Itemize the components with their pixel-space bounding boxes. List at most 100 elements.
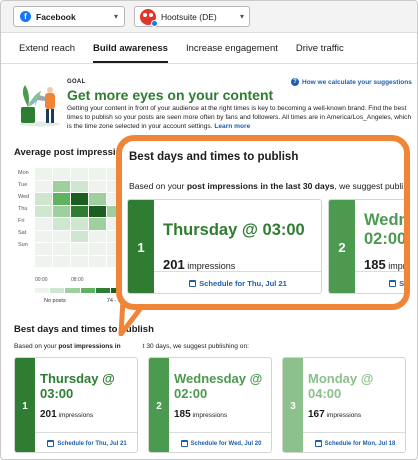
heatmap-cell — [107, 230, 124, 242]
schedule-button[interactable]: Schedule for Thu, Jul 21 — [154, 271, 321, 293]
schedule-button[interactable]: Schedule for Mon, Jul 18 — [303, 432, 405, 452]
card-time: 02:00 — [364, 230, 407, 248]
heatmap-time-label: 08:00 — [71, 277, 84, 283]
heatmap-cell — [53, 230, 70, 242]
schedule-button[interactable]: Schedule for Thu, Jul 21 — [35, 432, 137, 452]
card-day: Thursday @ — [40, 371, 115, 386]
heatmap-time-label: 00:00 — [35, 277, 48, 283]
heatmap-legend-swatch — [95, 288, 110, 293]
heatmap-cell — [107, 243, 124, 255]
best-times-subtitle: Based on your post impressions in t 30 da… — [14, 343, 249, 350]
card-impressions: 201 impressions — [163, 257, 235, 272]
card-time: 03:00 — [40, 386, 74, 401]
how-we-calculate-link[interactable]: ? How we calculate your suggestions — [291, 78, 412, 86]
calendar-icon — [47, 440, 55, 447]
impressions-count: 201 — [163, 257, 185, 272]
heatmap-time-label — [89, 277, 107, 283]
heatmap-cell — [35, 205, 52, 217]
heatmap-cell — [53, 180, 70, 192]
heatmap-cell — [89, 218, 106, 230]
goal-label: GOAL — [67, 79, 86, 85]
card-day-time: Thursday @ 03:00 — [163, 221, 305, 239]
schedule-button-label: Schedule for Wed, Jul 20 — [190, 440, 262, 447]
heatmap-cell — [89, 230, 106, 242]
learn-more-link[interactable]: Learn more — [214, 123, 251, 130]
calendar-icon — [314, 440, 322, 447]
schedule-button-label: Schedule for Wed, Jul 20 — [399, 279, 409, 288]
goal-title: Get more eyes on your content — [67, 87, 274, 103]
card-impressions: 185 impressions — [174, 409, 227, 420]
zoom-subtitle-text: Based on your — [129, 181, 187, 191]
account-select[interactable]: f Facebook ▾ — [13, 6, 125, 27]
heatmap-day-labels: Mon Tue Wed Thu Fri Sat Sun — [18, 167, 30, 251]
heatmap-cell — [107, 205, 124, 217]
heatmap-day-label: Thu — [18, 206, 28, 212]
card-rank: 3 — [283, 358, 303, 452]
schedule-button-label: Schedule for Mon, Jul 18 — [324, 440, 396, 447]
heatmap-cell — [89, 193, 106, 205]
tab-build-awareness[interactable]: Build awareness — [92, 34, 168, 63]
impressions-count: 167 — [308, 409, 325, 420]
heatmap-grid — [35, 168, 125, 268]
heatmap-cell — [71, 168, 88, 180]
tab-drive-traffic[interactable]: Drive traffic — [295, 43, 344, 54]
impressions-word: impressions — [192, 412, 228, 419]
calendar-icon — [189, 280, 197, 287]
heatmap-day-label: Tue — [18, 182, 28, 188]
heatmap-cell — [71, 255, 88, 267]
heatmap-cell — [53, 168, 70, 180]
profile-select[interactable]: Hootsuite (DE) ▾ — [134, 6, 250, 27]
tab-extend-reach[interactable]: Extend reach — [19, 43, 75, 54]
heatmap-cell — [107, 193, 124, 205]
heatmap-cell — [71, 218, 88, 230]
heatmap-cell — [53, 243, 70, 255]
schedule-button[interactable]: Schedule for Wed, Jul 20 — [169, 432, 271, 452]
card-rank: 2 — [149, 358, 169, 452]
chevron-down-icon: ▾ — [113, 12, 118, 21]
card-day: Wednesday @ — [174, 371, 263, 386]
heatmap-cell — [89, 180, 106, 192]
heatmap-cell — [71, 205, 88, 217]
heatmap-cell — [107, 180, 124, 192]
impressions-word: impressions — [388, 261, 410, 271]
best-time-card: 3 Monday @ 04:00 167 impressions Schedul… — [282, 357, 406, 453]
hootsuite-owl-avatar — [140, 8, 158, 27]
best-time-card: 1 Thursday @ 03:00 201 impressions Sched… — [14, 357, 138, 453]
best-times-subtitle-text: t 30 days, we suggest publishing on: — [142, 343, 249, 350]
heatmap-cell — [71, 180, 88, 192]
heatmap-cell — [35, 230, 52, 242]
heatmap-legend-swatch — [65, 288, 80, 293]
impressions-count: 185 — [364, 257, 386, 272]
tab-increase-engagement[interactable]: Increase engagement — [185, 43, 278, 54]
heatmap-legend-low: No posts — [44, 298, 66, 304]
facebook-badge-icon — [151, 19, 158, 27]
heatmap-day-label: Sun — [18, 242, 28, 248]
card-day: Wedn — [364, 211, 409, 229]
zoom-best-times-title: Best days and times to publish — [129, 151, 299, 163]
heatmap-cell — [53, 205, 70, 217]
heatmap-time-label — [53, 277, 71, 283]
question-icon: ? — [291, 78, 299, 86]
card-day-time: Monday @ 04:00 — [308, 371, 404, 401]
impressions-word: impressions — [326, 412, 362, 419]
heatmap-time-labels: 00:00 08:00 — [35, 277, 125, 283]
card-impressions: 185 impressions — [364, 257, 410, 272]
plant-watering-illustration — [20, 85, 60, 127]
best-times-subtitle-text: Based on your — [14, 343, 59, 350]
goal-tabs: Extend reach Build awareness Increase en… — [1, 34, 417, 64]
heatmap-day-label: Fri — [18, 218, 25, 224]
schedule-button[interactable]: Schedule for Wed, Jul 20 — [355, 271, 409, 293]
zoom-subtitle-text: , we suggest publi — [334, 181, 404, 191]
calendar-icon — [180, 440, 188, 447]
how-we-calculate-label: How we calculate your suggestions — [302, 78, 412, 86]
impressions-word: impressions — [58, 412, 94, 419]
card-time: 02:00 — [174, 386, 208, 401]
zoom-best-times-subtitle: Based on your post impressions in the la… — [129, 181, 403, 191]
heatmap-title: Average post impressions — [14, 147, 133, 158]
schedule-button-label: Schedule for Thu, Jul 21 — [57, 440, 127, 447]
account-select-label: Facebook — [36, 11, 76, 22]
heatmap-cell — [35, 180, 52, 192]
facebook-icon: f — [20, 11, 31, 22]
profile-select-label: Hootsuite (DE) — [161, 11, 217, 22]
